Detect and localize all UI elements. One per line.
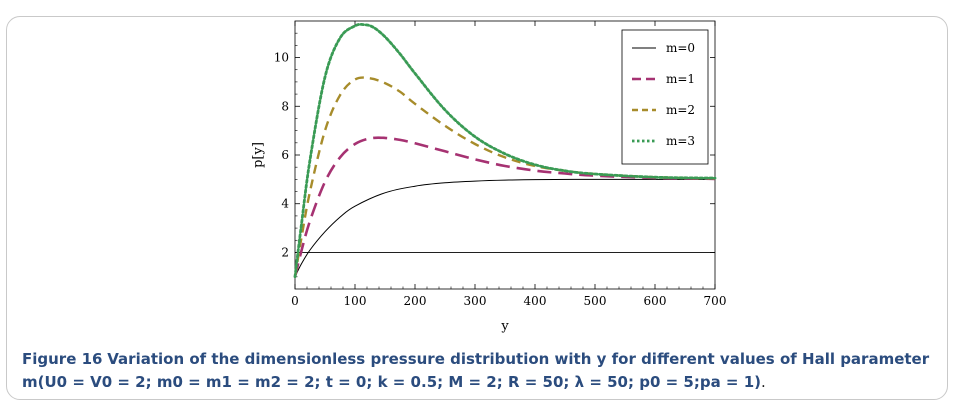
series-line-m-3 bbox=[293, 22, 717, 279]
legend-label: m=1 bbox=[666, 72, 695, 86]
y-tick-label: 2 bbox=[281, 245, 289, 259]
y-axis-label: p[y] bbox=[251, 142, 266, 168]
x-tick-label: 400 bbox=[524, 294, 547, 308]
legend-label: m=0 bbox=[666, 41, 695, 55]
x-tick-label: 500 bbox=[584, 294, 607, 308]
figure-title: Variation of the dimensionless pressure … bbox=[107, 350, 930, 368]
x-axis-label: y bbox=[500, 319, 509, 334]
figure-label: Figure 16 bbox=[22, 350, 103, 368]
x-tick-label: 100 bbox=[344, 294, 367, 308]
legend-box bbox=[621, 29, 709, 165]
figure-frame bbox=[6, 16, 948, 400]
x-tick-label: 300 bbox=[464, 294, 487, 308]
figure-params: m(U0 = V0 = 2; m0 = m1 = m2 = 2; t = 0; … bbox=[22, 373, 761, 391]
figure-caption: Figure 16 Variation of the dimensionless… bbox=[22, 348, 942, 394]
series-line-m-0 bbox=[294, 178, 715, 278]
x-tick-label: 0 bbox=[291, 294, 299, 308]
y-tick-label: 10 bbox=[274, 51, 289, 65]
y-tick-label: 6 bbox=[281, 148, 289, 162]
legend: m=0 m=1 m=2 m=3 bbox=[621, 29, 709, 165]
x-tick-label: 600 bbox=[644, 294, 667, 308]
figure-caption-end: . bbox=[761, 373, 766, 391]
axis-ticks: 0 100 200 300 400 500 600 700 2 4 6 8 10 bbox=[274, 21, 727, 308]
x-tick-label: 700 bbox=[704, 294, 727, 308]
legend-label: m=2 bbox=[666, 103, 695, 117]
legend-label: m=3 bbox=[666, 134, 695, 148]
series-line-m-1 bbox=[293, 136, 716, 278]
x-tick-label: 200 bbox=[404, 294, 427, 308]
y-tick-label: 4 bbox=[281, 197, 289, 211]
y-tick-label: 8 bbox=[281, 99, 289, 113]
series-lines bbox=[293, 22, 717, 279]
